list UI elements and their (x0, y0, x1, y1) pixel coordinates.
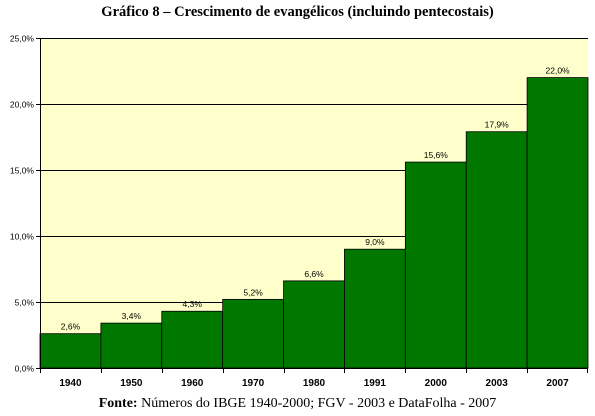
x-tick-label: 2003 (486, 378, 509, 389)
x-tick-label: 2007 (546, 378, 569, 389)
x-tick-label: 1980 (303, 378, 326, 389)
y-tick-label: 25,0% (10, 34, 35, 44)
source-text: Números do IBGE 1940-2000; FGV - 2003 e … (137, 396, 497, 411)
x-tick-label: 1950 (120, 378, 143, 389)
axes (36, 38, 588, 373)
labels: 0,0% 5,0% 10,0% 15,0% 20,0% 25,0% 2,6% 1940 3,4%… (10, 34, 570, 390)
bar (39, 333, 102, 369)
bars (39, 77, 589, 369)
bar (404, 161, 467, 369)
x-tick-label: 1991 (364, 378, 387, 389)
bar (161, 310, 224, 369)
data-label: 6,6% (304, 269, 324, 279)
y-tick-label: 5,0% (15, 298, 35, 308)
x-tick-label: 1960 (181, 378, 204, 389)
data-label: 2,6% (61, 322, 81, 332)
y-tick-label: 10,0% (10, 232, 35, 242)
data-label: 5,2% (243, 287, 263, 297)
bar (283, 280, 345, 369)
y-tick-label: 20,0% (10, 100, 35, 110)
data-label: 9,0% (365, 237, 385, 247)
y-tick-label: 0,0% (15, 364, 35, 374)
chart-title: Gráfico 8 – Crescimento de evangélicos (… (101, 4, 494, 20)
bar (465, 131, 528, 369)
x-tick-label: 1970 (242, 378, 265, 389)
bar (222, 298, 284, 369)
source-note: Fonte: Números do IBGE 1940-2000; FGV - … (0, 396, 595, 412)
data-label: 15,6% (424, 150, 449, 160)
bar (526, 77, 589, 369)
y-tick-label: 15,0% (10, 166, 35, 176)
x-tick-label: 2000 (425, 378, 448, 389)
data-label: 17,9% (485, 120, 510, 130)
x-tick-label: 1940 (59, 378, 82, 389)
source-prefix: Fonte: (98, 396, 138, 411)
bar (100, 322, 163, 369)
data-label: 4,3% (183, 299, 203, 309)
data-label: 22,0% (546, 66, 571, 76)
bar (344, 248, 406, 369)
data-label: 3,4% (122, 311, 142, 321)
